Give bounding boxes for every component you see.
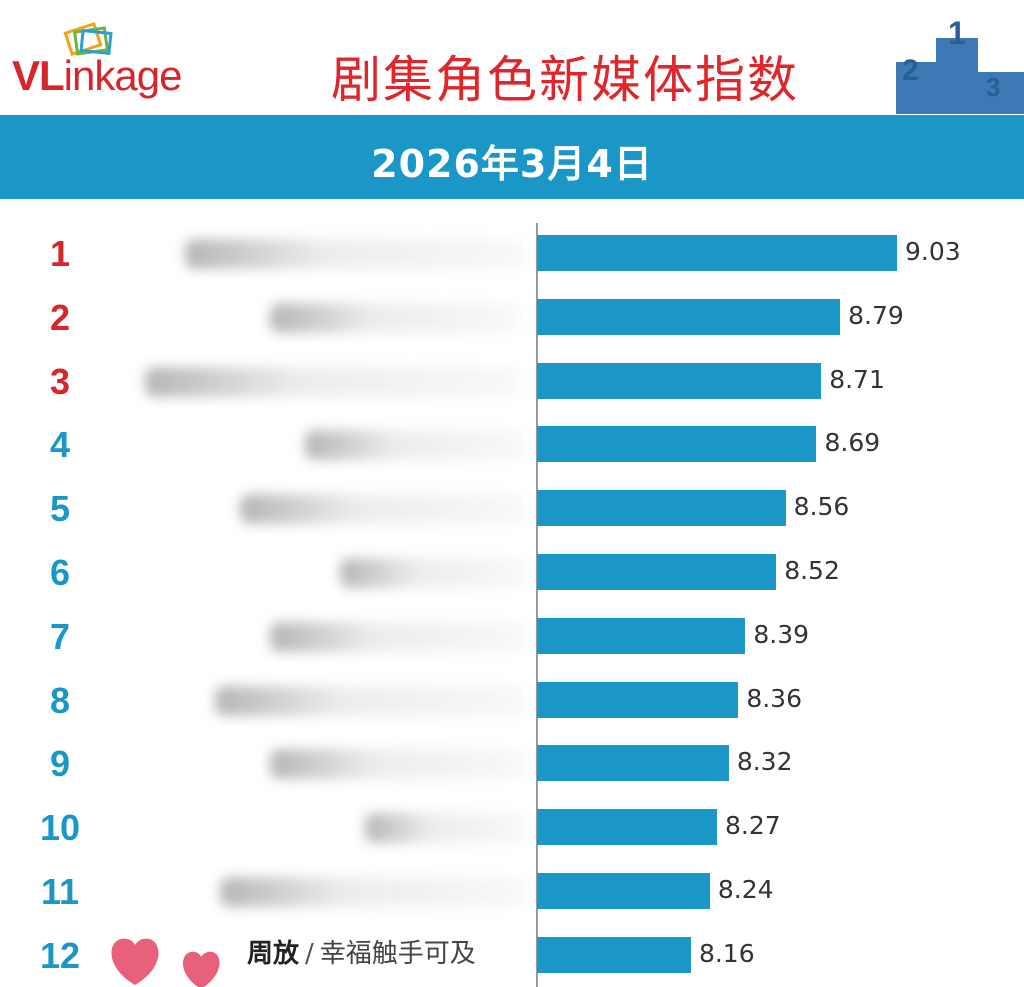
podium-label-2: 2: [902, 54, 919, 87]
row-4-label-redacted: [305, 430, 525, 461]
hearts-decoration-icon: [111, 938, 220, 987]
bar-1: [537, 235, 897, 271]
podium-label-3: 3: [986, 72, 1000, 102]
date-text: 2026年3月4日: [371, 142, 653, 186]
bar-11: [537, 873, 710, 909]
row-1-label-redacted: [185, 239, 525, 269]
bar-10: [537, 809, 717, 846]
value-label-1: 9.03: [905, 237, 961, 266]
bar-5: [537, 490, 786, 527]
row-3-label-redacted: [145, 366, 520, 397]
value-label-12: 8.16: [698, 938, 755, 968]
value-label-2: 8.79: [848, 300, 904, 330]
podium-icon: 2 1 3: [896, 18, 1024, 114]
bar-2: [537, 298, 841, 335]
row-10-label-redacted: [365, 813, 525, 844]
rank-8: 8: [49, 679, 71, 721]
value-label-7: 8.39: [753, 619, 810, 649]
value-label-11: 8.24: [717, 875, 774, 904]
value-label-8: 8.36: [746, 683, 802, 713]
bar-chart: 周放 / 幸福触手可及 1 9.03 2 8.79 3 8.71 4 8.69 5 8.56 6 8.52…: [0, 199, 1024, 987]
rank-2: 2: [49, 296, 71, 338]
value-label-10: 8.27: [725, 811, 781, 841]
bar-8: [537, 681, 739, 718]
row-12-separator: /: [305, 939, 314, 969]
row-12-actor: 周放: [247, 939, 300, 969]
podium-label-1: 1: [948, 18, 966, 51]
bar-12: [537, 936, 691, 973]
rank-6: 6: [49, 552, 71, 593]
row-8-label-redacted: [215, 685, 525, 716]
rank-5: 5: [49, 488, 71, 530]
bar-7: [537, 617, 746, 654]
value-label-6: 8.52: [784, 556, 840, 585]
logo-vl: VL: [12, 52, 65, 99]
row-2-label-redacted: [270, 302, 520, 333]
row-11-label-redacted: [220, 877, 525, 907]
row-12-drama: 幸福触手可及: [319, 939, 476, 969]
rank-10: 10: [39, 807, 81, 849]
chart-title: 剧集角色新媒体指数: [331, 51, 799, 109]
row-7-label-redacted: [270, 621, 525, 652]
bar-6: [537, 554, 777, 590]
rank-12: 12: [39, 934, 81, 976]
row-6-label-redacted: [340, 558, 525, 588]
bar-3: [537, 362, 822, 399]
logo-text: VLinkage: [12, 52, 183, 100]
bar-9: [537, 745, 729, 782]
rank-11: 11: [40, 871, 80, 912]
row-9-label-redacted: [270, 749, 525, 780]
row-12-label: 周放 / 幸福触手可及: [247, 933, 476, 970]
header: VLinkage 剧集角色新媒体指数 2 1 3: [0, 0, 1024, 115]
logo-rest: inkage: [63, 52, 183, 99]
logo-mark-icon: [63, 22, 113, 56]
value-label-5: 8.56: [793, 492, 850, 522]
y-axis-line: [536, 223, 538, 987]
date-banner: 2026年3月4日: [0, 115, 1024, 199]
rank-3: 3: [49, 360, 71, 402]
rank-4: 4: [49, 424, 71, 466]
rank-1: 1: [49, 233, 71, 274]
vlinkage-logo: VLinkage: [12, 22, 232, 102]
rank-9: 9: [49, 743, 71, 785]
value-label-3: 8.71: [829, 364, 885, 394]
bar-4: [537, 426, 817, 463]
row-5-label-redacted: [240, 494, 525, 525]
value-label-9: 8.32: [736, 747, 793, 777]
value-label-4: 8.69: [824, 428, 881, 458]
rank-7: 7: [49, 615, 71, 657]
